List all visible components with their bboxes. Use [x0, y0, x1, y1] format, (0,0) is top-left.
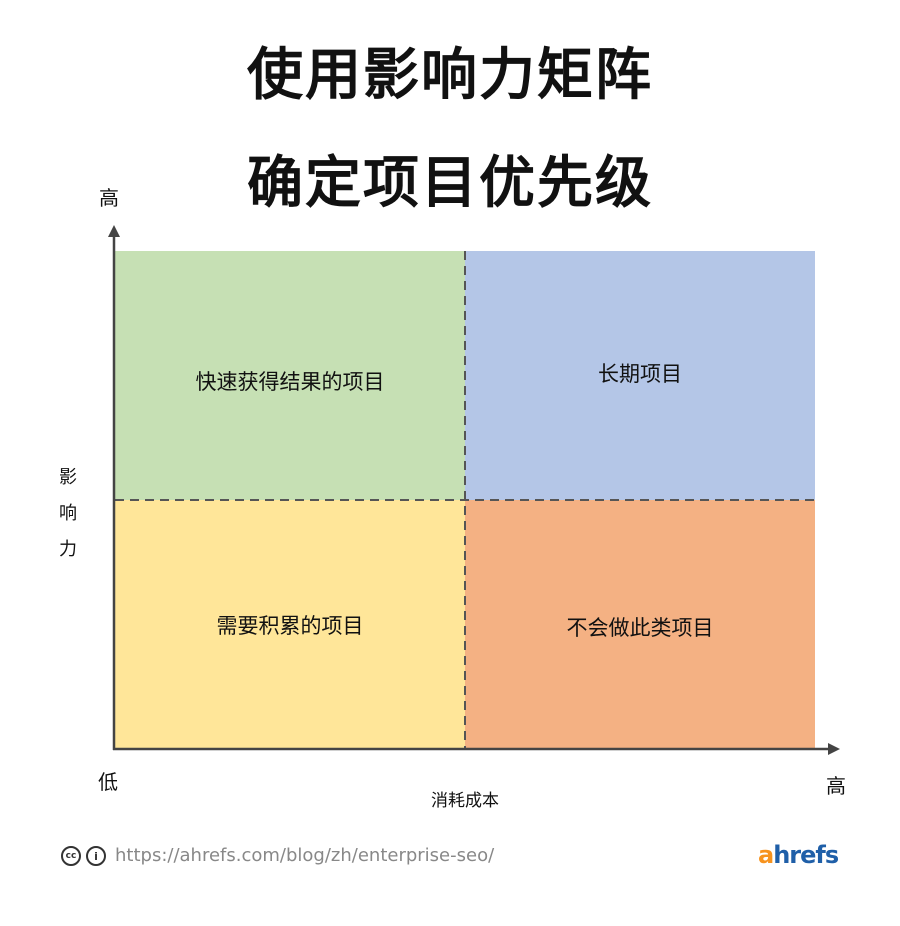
quadrant-quick-wins: 快速获得结果的项目	[115, 251, 465, 500]
quadrant-label: 需要积累的项目	[216, 613, 364, 638]
y-axis-label-char: 力	[59, 539, 77, 560]
title-line-2: 确定项目优先级	[247, 151, 653, 216]
quadrant-avoid: 不会做此类项目	[465, 500, 815, 749]
y-axis-label-char: 影	[59, 467, 77, 488]
title-line-1: 使用影响力矩阵	[247, 43, 653, 108]
quadrant-accumulate: 需要积累的项目	[115, 500, 465, 749]
quadrant-label: 不会做此类项目	[566, 615, 714, 640]
x-axis-arrow-icon	[828, 743, 840, 755]
license-icons: cc i	[61, 846, 106, 866]
x-axis-low-label: 低	[98, 770, 118, 794]
quadrant-label: 快速获得结果的项目	[195, 369, 385, 394]
quadrant-long-term: 长期项目	[465, 251, 815, 500]
logo-a: a	[758, 841, 774, 869]
y-axis-label-char: 响	[59, 503, 77, 524]
y-axis-arrow-icon	[108, 225, 120, 237]
source-url[interactable]: https://ahrefs.com/blog/zh/enterprise-se…	[115, 845, 495, 866]
logo-rest: hrefs	[773, 841, 839, 869]
cc-icon: cc	[61, 846, 81, 866]
x-axis-high-label: 高	[826, 774, 846, 798]
attribution-icon: i	[86, 846, 106, 866]
ahrefs-logo: ahrefs	[758, 841, 839, 869]
y-axis-label: 影 响 力	[59, 460, 77, 568]
x-axis-label: 消耗成本	[431, 791, 499, 811]
quadrant-label: 长期项目	[598, 361, 682, 386]
y-axis-high-label: 高	[99, 186, 119, 210]
